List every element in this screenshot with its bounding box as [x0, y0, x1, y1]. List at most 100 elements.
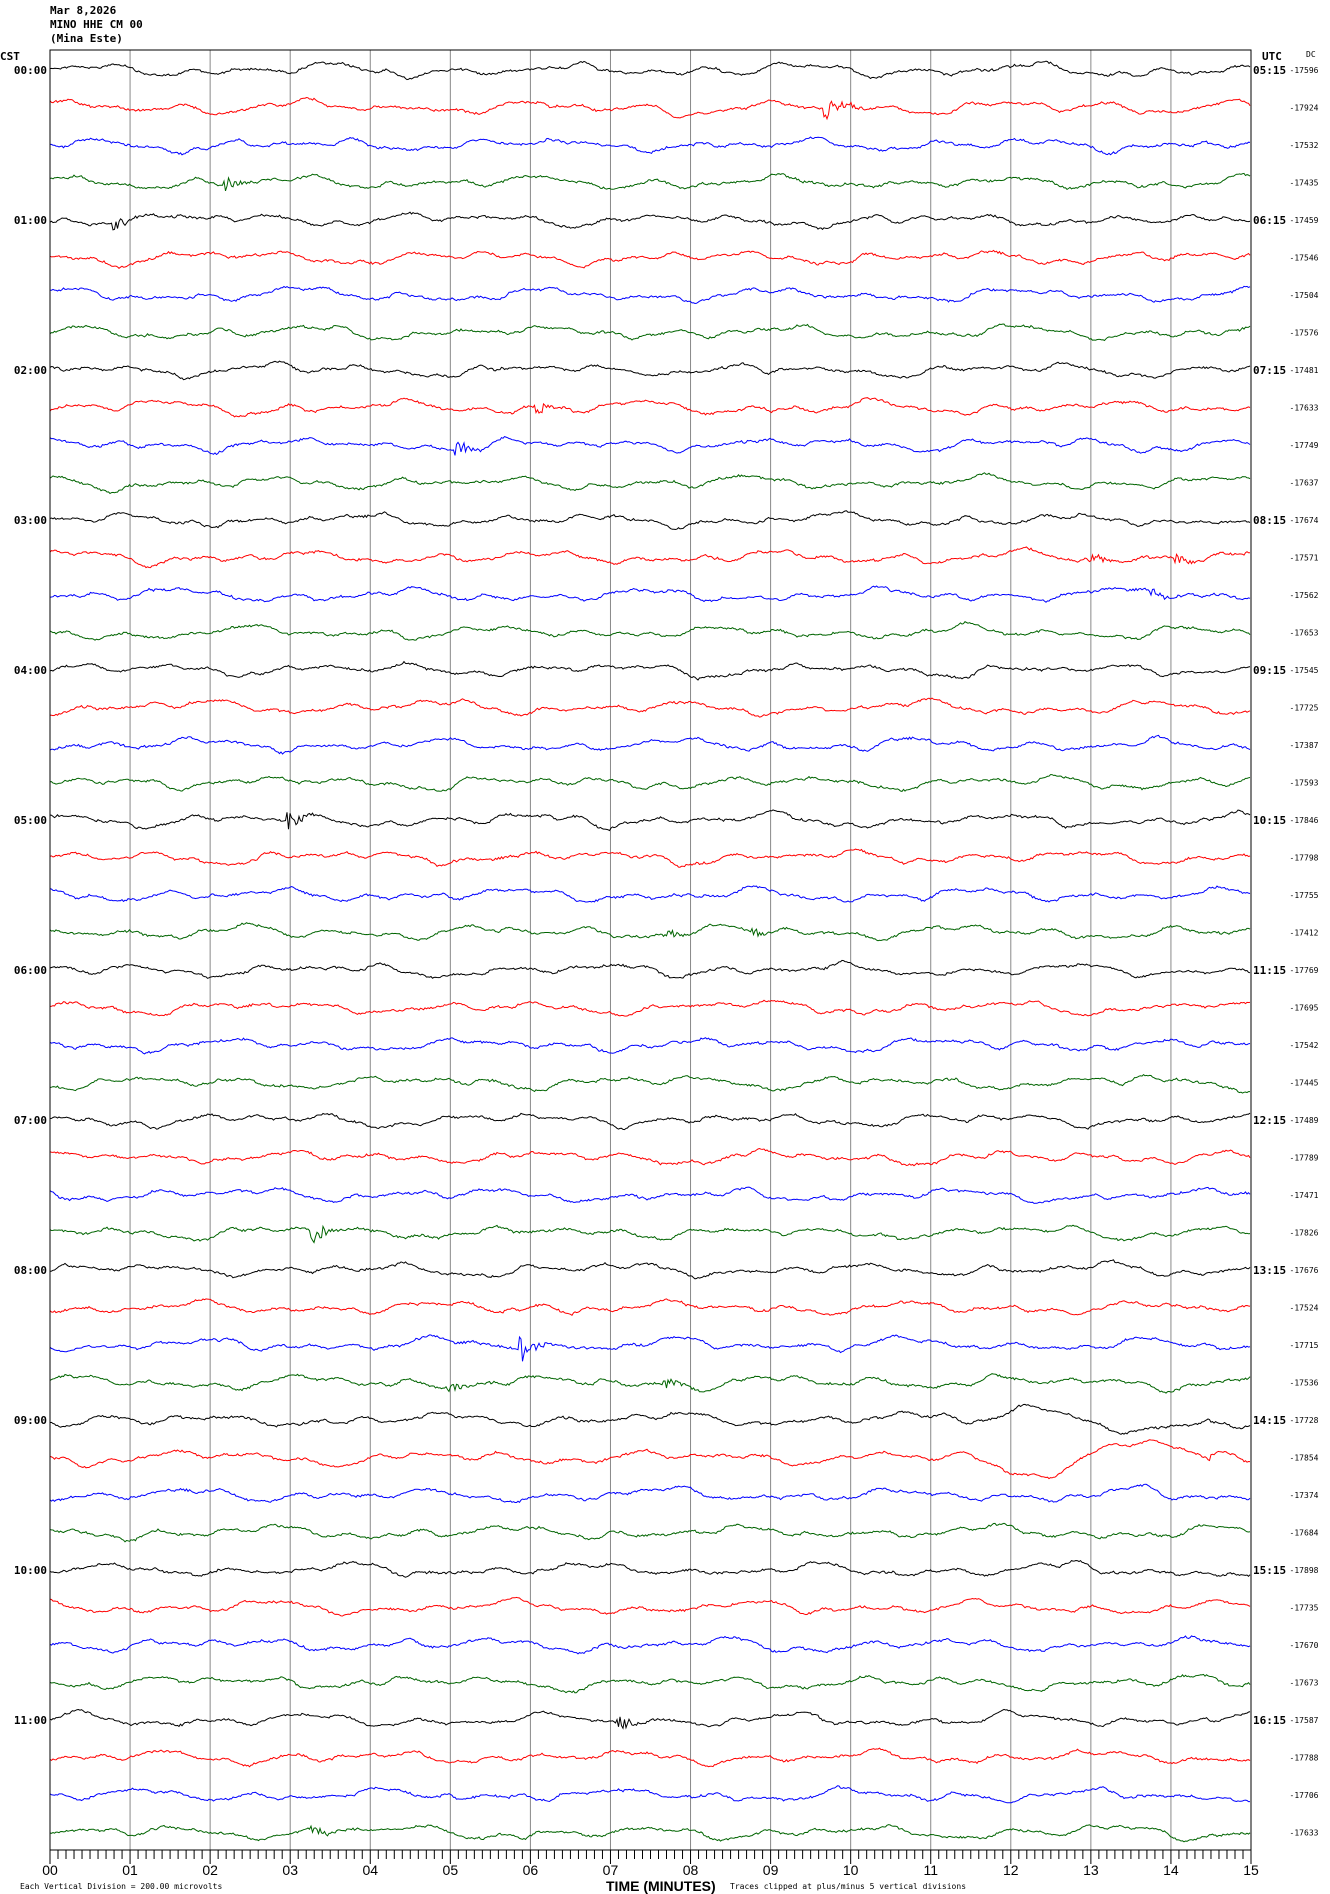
utc-hour-label: 12:15 — [1253, 1114, 1286, 1127]
trace-row — [49, 546, 1250, 569]
dc-offset-label: -17653 — [1290, 629, 1319, 638]
dc-offset-label: -17798 — [1290, 854, 1319, 863]
dc-offset-label: -17545 — [1290, 666, 1319, 675]
trace-row — [49, 1373, 1251, 1394]
dc-offset-label: -17542 — [1290, 1041, 1319, 1050]
dc-offset-label: -17670 — [1290, 1641, 1319, 1650]
trace-row — [49, 1224, 1251, 1244]
trace-row — [49, 848, 1251, 868]
x-tick-label: 13 — [1083, 1862, 1099, 1878]
utc-hour-label: 14:15 — [1253, 1414, 1286, 1427]
cst-hour-label: 01:00 — [14, 214, 47, 227]
clip-note: Traces clipped at plus/minus 5 vertical … — [730, 1882, 966, 1891]
cst-hour-label: 10:00 — [14, 1564, 47, 1577]
dc-offset-label: -17596 — [1290, 66, 1319, 75]
trace-row — [49, 1559, 1251, 1578]
trace-row — [49, 660, 1251, 681]
trace-row — [49, 1824, 1251, 1843]
dc-offset-label: -17695 — [1290, 1004, 1319, 1013]
dc-offset-label: -17489 — [1290, 1116, 1319, 1125]
trace-row — [49, 397, 1251, 418]
dc-offset-label: -17898 — [1290, 1566, 1319, 1575]
labels: 00 01 02 03 04 05 06 07 08 09 10 11 12 13 14 15 -17596 00… — [14, 64, 1319, 1878]
cst-hour-label: 07:00 — [14, 1114, 47, 1127]
trace-row — [49, 774, 1251, 792]
trace-row — [49, 360, 1251, 381]
dc-offset-label: -17562 — [1290, 591, 1319, 600]
trace-row — [49, 1747, 1251, 1768]
trace-row — [49, 472, 1251, 495]
trace-row — [49, 922, 1251, 942]
utc-hour-label: 09:15 — [1253, 664, 1286, 677]
utc-hour-label: 10:15 — [1253, 814, 1286, 827]
trace-row — [49, 1483, 1251, 1503]
trace-row — [49, 285, 1251, 305]
trace-row — [49, 734, 1251, 755]
x-tick-label: 14 — [1163, 1862, 1179, 1878]
x-tick-label: 04 — [362, 1862, 378, 1878]
utc-hour-label: 13:15 — [1253, 1264, 1286, 1277]
dc-offset-label: -17571 — [1290, 554, 1319, 563]
trace-row — [49, 1334, 1251, 1362]
dc-offset-label: -17445 — [1290, 1079, 1319, 1088]
cst-hour-label: 06:00 — [14, 964, 47, 977]
trace-row — [49, 1259, 1251, 1280]
trace-row — [49, 585, 1251, 603]
dc-offset-label: -17854 — [1290, 1454, 1319, 1463]
trace-row — [49, 1785, 1250, 1804]
dc-offset-label: -17706 — [1290, 1791, 1319, 1800]
cst-axis-label: CST — [0, 50, 20, 63]
dc-offset-label: -17676 — [1290, 1266, 1319, 1275]
dc-offset-label: -17435 — [1290, 179, 1319, 188]
cst-hour-label: 11:00 — [14, 1714, 47, 1727]
cst-hour-label: 00:00 — [14, 64, 47, 77]
dc-offset-label: -17769 — [1290, 966, 1319, 975]
dc-offset-label: -17587 — [1290, 1716, 1319, 1725]
dc-offset-label: -17593 — [1290, 779, 1319, 788]
trace-row — [49, 510, 1251, 531]
cst-hour-label: 08:00 — [14, 1264, 47, 1277]
dc-offset-label: -17532 — [1290, 141, 1319, 150]
cst-hour-label: 03:00 — [14, 514, 47, 527]
cst-hour-label: 02:00 — [14, 364, 47, 377]
scale-note: Each Vertical Division = 200.00 microvol… — [20, 1882, 222, 1891]
dc-offset-label: -17471 — [1290, 1191, 1319, 1200]
trace-row — [49, 1596, 1251, 1617]
dc-offset-label: -17504 — [1290, 291, 1319, 300]
utc-hour-label: 07:15 — [1253, 364, 1286, 377]
dc-offset-label: -17749 — [1290, 441, 1319, 450]
dc-offset-label: -17789 — [1290, 1154, 1319, 1163]
dc-offset-label: -17576 — [1290, 329, 1319, 338]
utc-hour-label: 08:15 — [1253, 514, 1286, 527]
dc-offset-label: -17728 — [1290, 1416, 1319, 1425]
trace-row — [49, 1112, 1251, 1131]
utc-hour-label: 11:15 — [1253, 964, 1286, 977]
x-tick-label: 00 — [42, 1862, 58, 1878]
trace-row — [49, 172, 1251, 192]
dc-offset-label: -17684 — [1290, 1529, 1319, 1538]
trace-row — [49, 1147, 1251, 1167]
trace-row — [49, 621, 1251, 641]
location-label: (Mina Este) — [50, 32, 123, 45]
trace-row — [49, 1635, 1251, 1655]
trace-row — [49, 1073, 1250, 1094]
plot-frame — [49, 49, 1252, 1851]
trace-row — [49, 323, 1251, 342]
trace-row — [49, 1439, 1251, 1480]
trace-row — [49, 60, 1251, 81]
dc-offset-label: -17725 — [1290, 704, 1319, 713]
dc-offset-label: -17788 — [1290, 1754, 1319, 1763]
x-axis-title: TIME (MINUTES) — [606, 1878, 716, 1894]
grid — [49, 50, 1252, 1864]
trace-row — [49, 1037, 1251, 1055]
x-tick-label: 09 — [763, 1862, 779, 1878]
dc-offset-label: -17524 — [1290, 1304, 1319, 1313]
dc-offset-label: -17715 — [1290, 1341, 1319, 1350]
cst-hour-label: 05:00 — [14, 814, 47, 827]
trace-row — [50, 136, 1251, 156]
trace-row — [49, 1186, 1251, 1204]
cst-hour-label: 04:00 — [14, 664, 47, 677]
trace-row — [49, 1298, 1251, 1317]
dc-offset-label: -17674 — [1290, 516, 1319, 525]
